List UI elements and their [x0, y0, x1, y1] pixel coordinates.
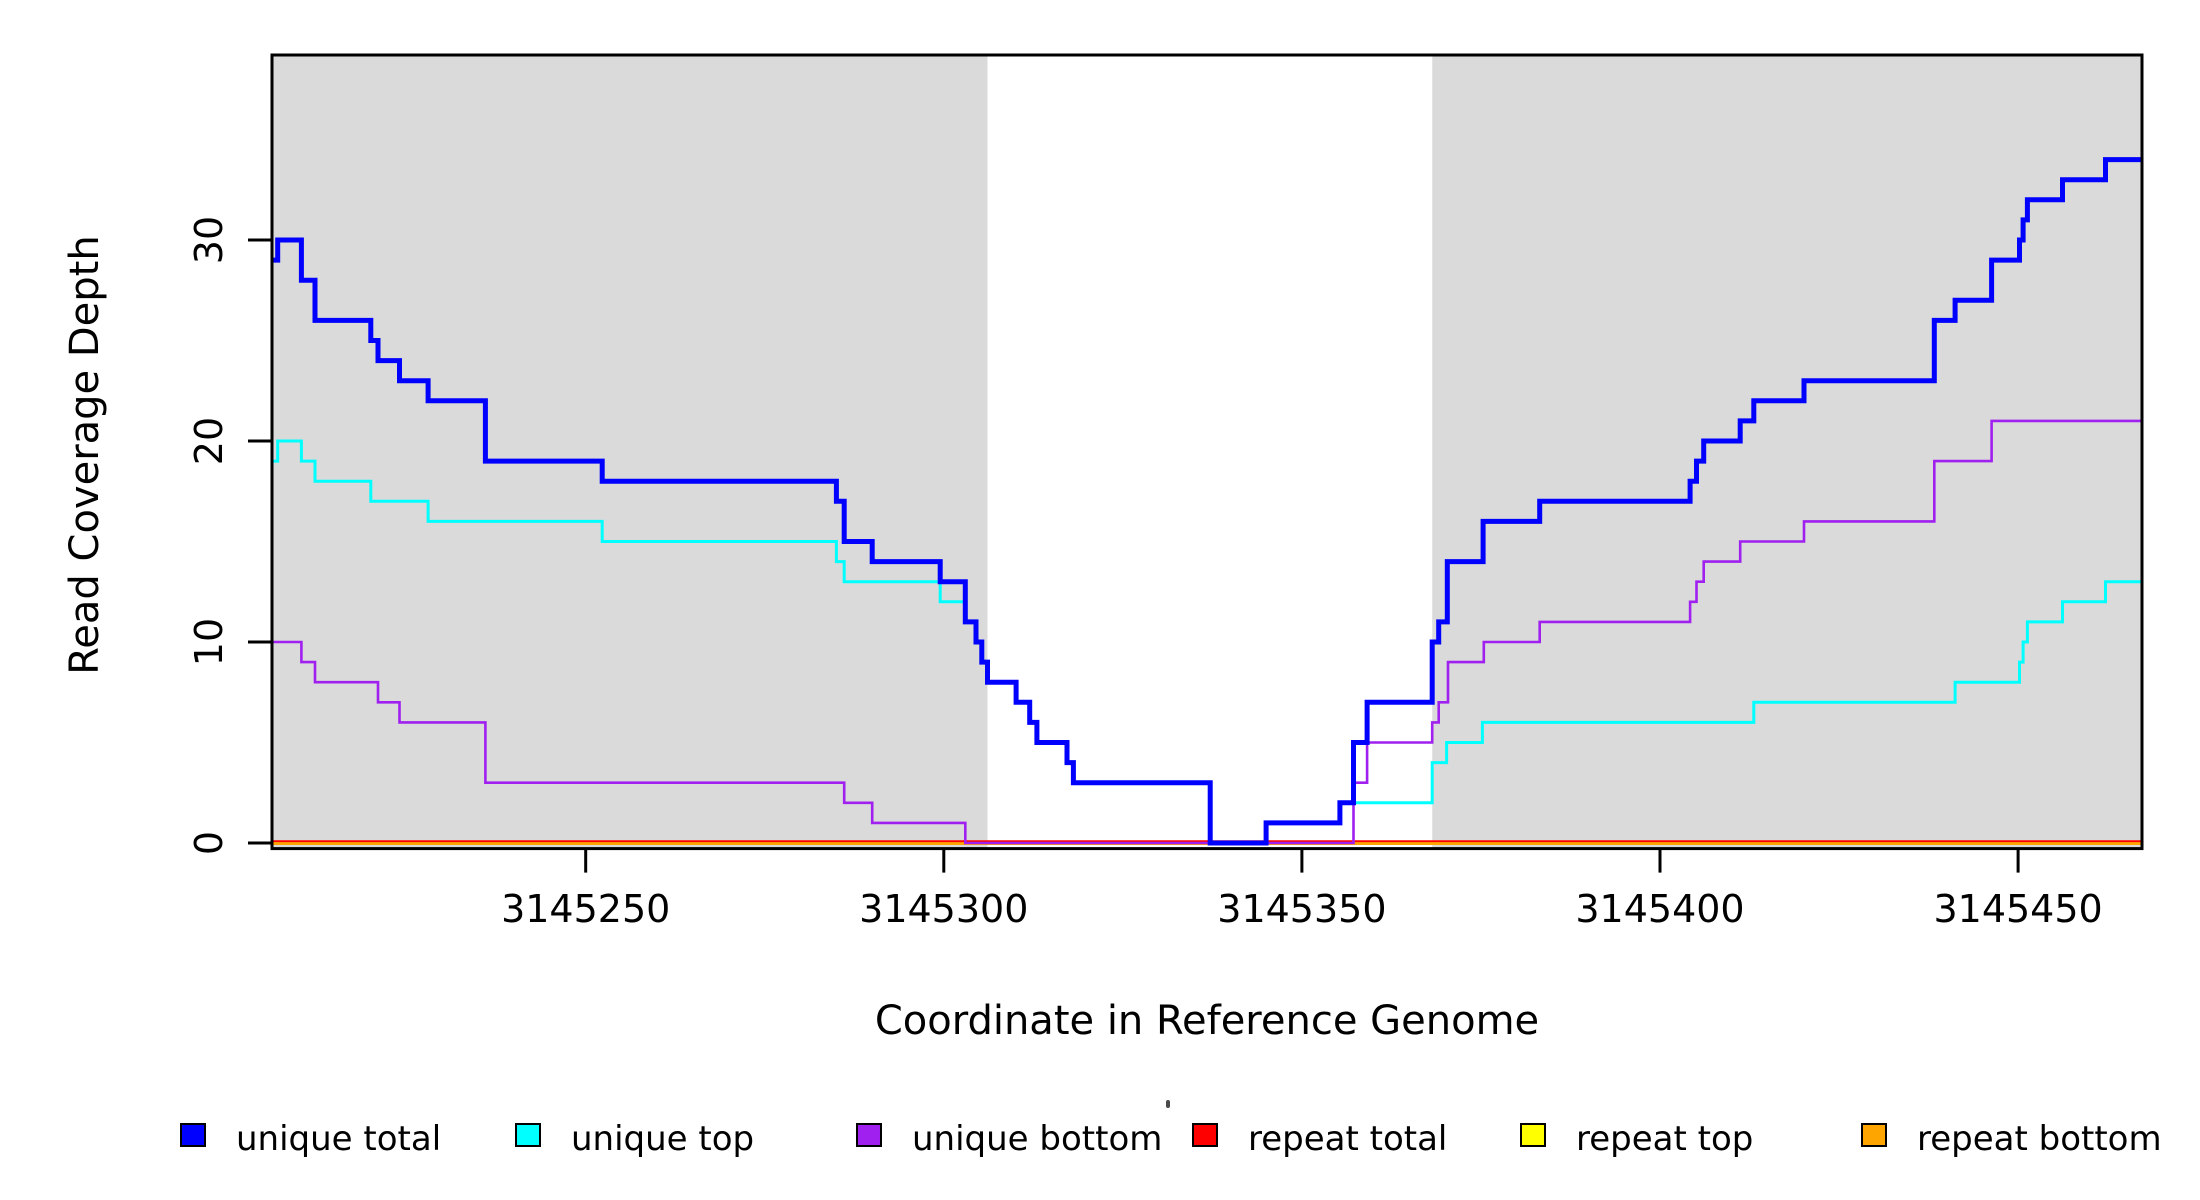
legend-label: unique top: [571, 1119, 755, 1159]
series-line-unique-bottom: [272, 419, 2142, 845]
y-tick-label: 0: [187, 831, 231, 855]
series-line-unique-total: [272, 157, 2142, 846]
y-tick-label: 20: [187, 417, 231, 465]
legend-label: repeat total: [1248, 1119, 1448, 1159]
y-tick-label: 30: [187, 216, 231, 264]
x-tick-label: 3145350: [1217, 887, 1386, 931]
shaded-region: [1432, 55, 2142, 849]
x-tick-label: 3145250: [501, 887, 670, 931]
x-tick-label: 3145400: [1575, 887, 1744, 931]
x-tick-label: 3145450: [1933, 887, 2102, 931]
legend-label: repeat top: [1576, 1119, 1754, 1159]
y-tick-label: 10: [187, 618, 231, 666]
legend-label: repeat bottom: [1917, 1119, 2162, 1159]
legend-label: unique bottom: [912, 1119, 1163, 1159]
y-axis-title: Read Coverage Depth: [62, 235, 108, 675]
legend-label: unique total: [236, 1119, 442, 1159]
legend-swatch-unique-top: [515, 1123, 541, 1147]
legend-swatch-repeat-top: [1520, 1123, 1546, 1147]
shaded-region: [272, 55, 988, 849]
x-tick-label: 3145300: [859, 887, 1028, 931]
legend-swatch-unique-bottom: [856, 1123, 882, 1147]
legend-swatch-unique-total: [180, 1123, 206, 1147]
plot-border: [270, 53, 2144, 851]
stray-mark: [1166, 1100, 1170, 1108]
legend-swatch-repeat-bottom: [1861, 1123, 1887, 1147]
x-axis-title: Coordinate in Reference Genome: [874, 998, 1540, 1044]
legend-swatch-repeat-total: [1192, 1123, 1218, 1147]
